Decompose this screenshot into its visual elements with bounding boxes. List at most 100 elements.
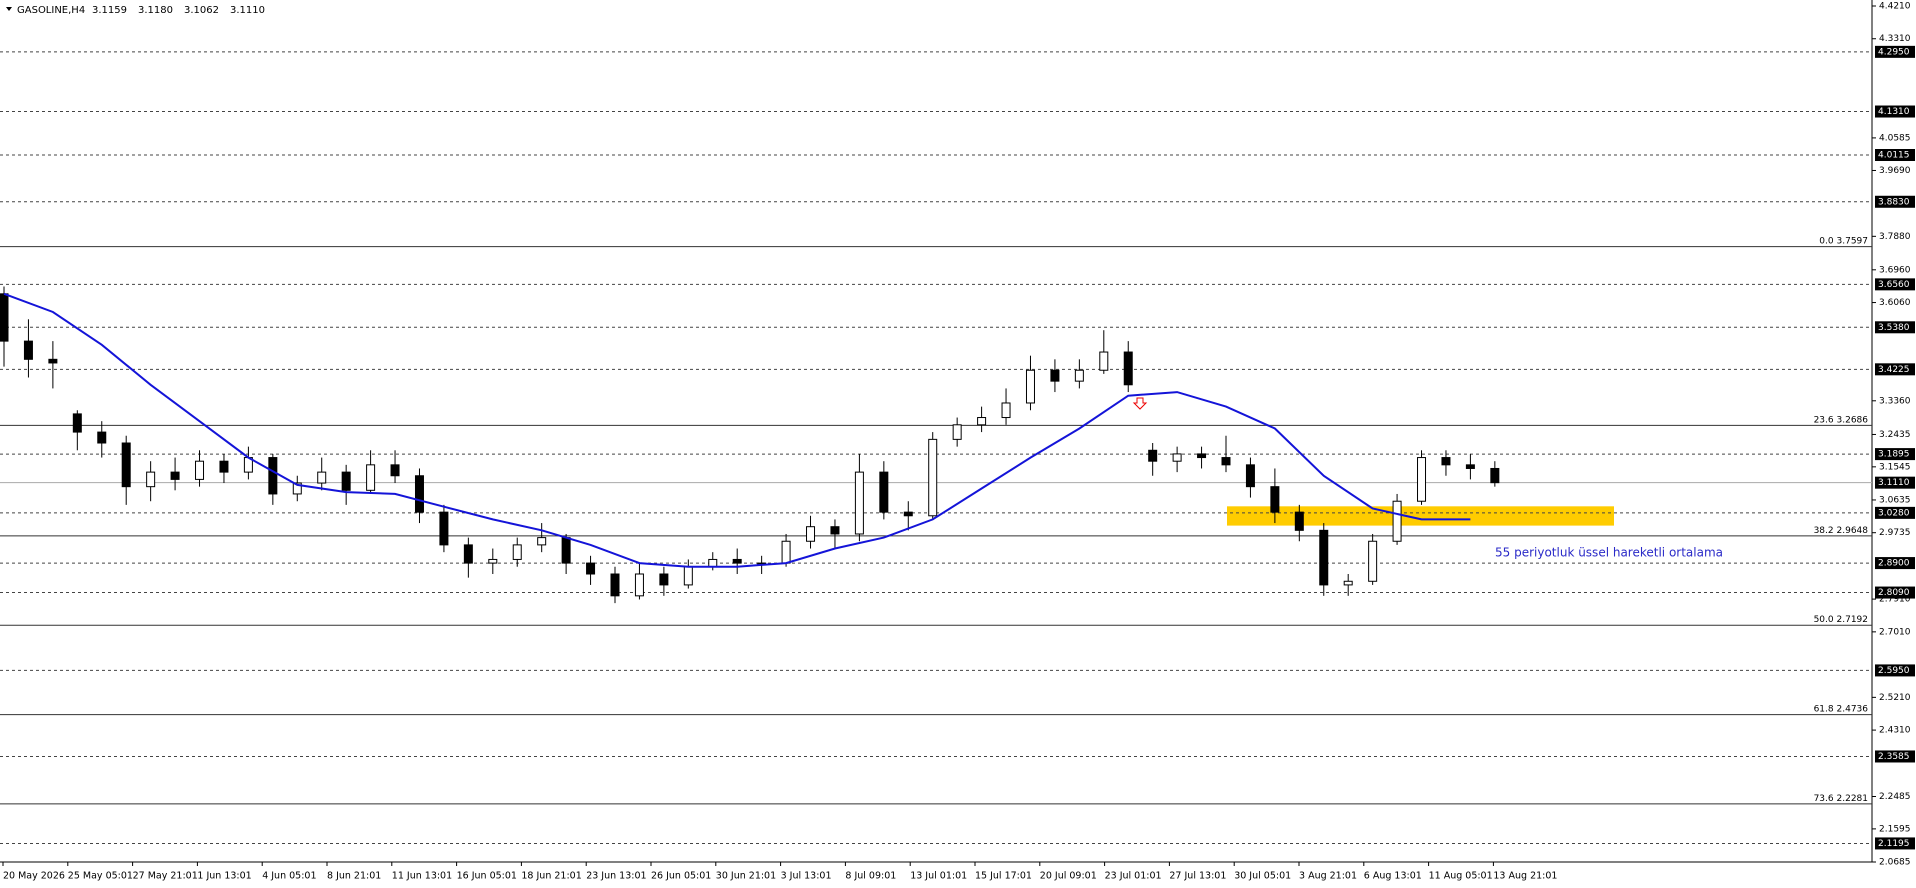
fib-label: 23.6 3.2686 bbox=[1814, 415, 1869, 425]
level-tag bbox=[1875, 321, 1915, 334]
level-label: 2.1195 bbox=[1878, 839, 1910, 849]
candle-body bbox=[1465, 464, 1475, 469]
x-tick-label: 26 Jun 05:01 bbox=[651, 871, 711, 882]
x-tick-label: 27 May 21:01 bbox=[133, 871, 198, 882]
price-tag bbox=[1875, 476, 1915, 489]
candle-body bbox=[97, 431, 107, 444]
symbol: GASOLINE,H4 bbox=[17, 5, 85, 16]
candle-body bbox=[1417, 457, 1427, 502]
menu-arrow[interactable] bbox=[6, 7, 12, 11]
price-label: 3.1110 bbox=[1878, 478, 1910, 488]
x-tick-label: 8 Jul 09:01 bbox=[845, 871, 896, 882]
candle-body bbox=[659, 573, 669, 586]
x-tick-label: 11 Jun 13:01 bbox=[392, 871, 452, 882]
x-tick-label: 30 Jun 21:01 bbox=[716, 871, 776, 882]
candle-body bbox=[732, 558, 742, 564]
candle-body bbox=[903, 511, 913, 517]
y-tick-label: 2.9735 bbox=[1879, 528, 1911, 538]
level-tag bbox=[1875, 506, 1915, 519]
candle-body bbox=[1319, 529, 1329, 586]
level-label: 3.5380 bbox=[1878, 323, 1910, 333]
level-label: 4.1310 bbox=[1878, 107, 1910, 117]
level-label: 4.0115 bbox=[1878, 151, 1910, 161]
level-tag bbox=[1875, 278, 1915, 291]
candle-body bbox=[561, 537, 571, 564]
fib-price: 2.7192 bbox=[1837, 615, 1869, 625]
fib-price: 3.2686 bbox=[1837, 415, 1869, 425]
candle-body bbox=[1099, 351, 1109, 371]
x-tick-label: 27 Jul 13:01 bbox=[1169, 871, 1226, 882]
candle-body bbox=[781, 540, 791, 564]
level-tag bbox=[1875, 105, 1915, 118]
x-tick-label: 4 Jun 05:01 bbox=[262, 871, 316, 882]
y-tick-label: 3.1545 bbox=[1879, 462, 1911, 472]
candle-body bbox=[341, 471, 351, 491]
level-tag bbox=[1875, 664, 1915, 677]
x-tick-label: 20 Jul 09:01 bbox=[1040, 871, 1097, 882]
candle-body bbox=[121, 442, 131, 488]
level-tag bbox=[1875, 586, 1915, 599]
x-tick-label: 16 Jun 05:01 bbox=[457, 871, 517, 882]
fib-label: 61.8 2.4736 bbox=[1814, 704, 1869, 714]
candle-body bbox=[1441, 457, 1451, 466]
candle-body bbox=[463, 544, 473, 564]
level-tag bbox=[1875, 837, 1915, 850]
candle-body bbox=[1343, 580, 1353, 586]
candle-body bbox=[0, 293, 9, 342]
candle-body bbox=[414, 475, 424, 513]
fib-level: 0.0 bbox=[1819, 236, 1834, 246]
candle-body bbox=[854, 471, 864, 535]
x-tick-label: 23 Jun 13:01 bbox=[586, 871, 646, 882]
level-label: 3.8830 bbox=[1878, 197, 1910, 207]
fib-level: 61.8 bbox=[1814, 704, 1834, 714]
candle-body bbox=[1025, 369, 1035, 404]
y-tick-label: 2.0685 bbox=[1879, 858, 1911, 868]
y-tick-label: 2.2485 bbox=[1879, 792, 1911, 802]
y-tick-label: 2.7910 bbox=[1879, 595, 1911, 605]
candle-body bbox=[219, 460, 229, 473]
candle-body bbox=[708, 558, 718, 568]
y-tick-label: 2.5210 bbox=[1879, 693, 1911, 703]
level-tag bbox=[1875, 149, 1915, 162]
ema-line bbox=[3, 292, 1471, 568]
candle-body bbox=[1123, 351, 1133, 386]
y-tick-label: 4.3310 bbox=[1879, 34, 1911, 44]
candle-body bbox=[1001, 402, 1011, 419]
candle-body bbox=[610, 573, 620, 597]
candle-body bbox=[977, 417, 987, 426]
x-tick-label: 13 Jul 01:01 bbox=[910, 871, 967, 882]
y-tick-label: 2.7010 bbox=[1879, 627, 1911, 637]
candle-body bbox=[268, 457, 278, 495]
level-label: 2.5950 bbox=[1878, 666, 1910, 676]
candle-body bbox=[1490, 467, 1500, 484]
y-tick-label: 4.0585 bbox=[1879, 133, 1911, 143]
candle-body bbox=[488, 558, 498, 564]
candle-body bbox=[366, 464, 376, 491]
level-tag bbox=[1875, 195, 1915, 208]
fib-level: 50.0 bbox=[1814, 615, 1834, 625]
level-label: 3.6560 bbox=[1878, 280, 1910, 290]
level-tag bbox=[1875, 557, 1915, 570]
level-label: 2.3585 bbox=[1878, 752, 1910, 762]
candle-body bbox=[634, 573, 644, 597]
candle-body bbox=[1050, 369, 1060, 382]
x-tick-label: 3 Aug 21:01 bbox=[1299, 871, 1357, 882]
candle-body bbox=[586, 562, 596, 575]
quote-value: 3.1062 bbox=[184, 5, 219, 16]
x-tick-label: 18 Jun 21:01 bbox=[521, 871, 581, 882]
candle-body bbox=[48, 358, 58, 364]
candle-body bbox=[23, 340, 33, 360]
candle-body bbox=[1074, 369, 1084, 382]
fib-label: 73.6 2.2281 bbox=[1814, 793, 1868, 803]
x-tick-label: 8 Jun 21:01 bbox=[327, 871, 381, 882]
candle-body bbox=[439, 511, 449, 546]
support-zone bbox=[1227, 506, 1614, 526]
candle-body bbox=[1197, 453, 1207, 459]
x-tick-label: 6 Aug 13:01 bbox=[1364, 871, 1422, 882]
annotation: 55 periyotluk üssel hareketli ortalama bbox=[1495, 546, 1723, 560]
level-label: 4.2950 bbox=[1878, 47, 1910, 57]
y-tick-label: 3.7880 bbox=[1879, 232, 1911, 242]
candle-body bbox=[1294, 511, 1304, 531]
